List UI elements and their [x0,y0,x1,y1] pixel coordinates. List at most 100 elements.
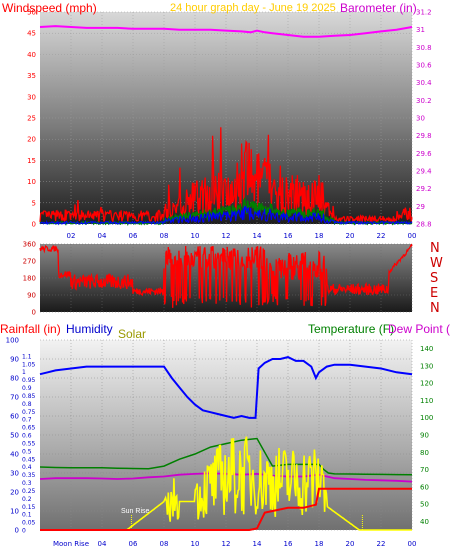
solar-axis-label: Solar [118,327,146,341]
temperature-tick-label: 110 [420,397,433,405]
temperature-tick-label: 80 [420,449,429,457]
panel-2-series [39,243,413,308]
rain-tick-label: 0.7 [22,417,32,424]
barometer-tick-label: 30.8 [416,44,432,52]
humidity-tick-label: 20 [10,489,19,497]
time-tick-label: 08 [160,540,169,547]
humidity-temperature-panel: 010203040506070809010000.050.10.150.20.2… [0,322,450,547]
windspeed-line [39,127,413,225]
temperature-axis-label: Temperature (F) [308,322,394,336]
wind-gust-line [39,205,413,226]
time-tick-label: 22 [377,540,386,547]
compass-label: S [430,271,438,286]
temperature-tick-label: 90 [420,432,429,440]
panel-3-series [39,356,413,531]
temperature-tick-label: 60 [420,483,429,491]
sun-rise-annotation: Sun Rise [121,508,150,515]
time-tick-label: 00 [408,232,417,240]
temperature-tick-label: 140 [420,345,433,353]
temperature-tick-label: 70 [420,466,429,474]
barometer-line [39,25,413,38]
compass-label: N [430,301,440,316]
rain-tick-label: 0.35 [22,472,36,479]
temperature-tick-label: 120 [420,380,433,388]
wind-barometer-panel: 0 5 10 15 20 25 30 35 40 45 50 28.8 29 29.2 29.4 29.6 29… [2,1,432,240]
rain-tick-label: 0.5 [22,448,32,455]
rain-tick-label: 1 [22,369,26,376]
rain-tick-label: 0.55 [22,440,36,447]
barometer-tick-label: 31.2 [416,9,432,17]
rain-tick-label: 0.3 [22,480,32,487]
wind-tick-label: 10 [27,178,36,186]
direction-tick-label: 270 [23,258,36,266]
rain-tick-label: 0 [22,528,26,535]
rain-tick-label: 0.25 [22,488,36,495]
rain-tick-label: 0.15 [22,504,36,511]
wind-tick-label: 30 [27,93,36,101]
rain-tick-label: 0.95 [22,377,36,384]
wind-tick-label: 45 [27,30,36,38]
direction-tick-label: 0 [32,309,36,317]
barometer-tick-label: 29.2 [416,185,432,193]
time-tick-label: 02 [67,232,76,240]
wind-direction-line [39,243,413,308]
time-tick-label: Moon Rise [53,540,89,547]
temperature-tick-label: 40 [420,518,429,526]
humidity-tick-label: 50 [10,432,19,440]
rain-tick-label: 1.05 [22,361,36,368]
rain-tick-label: 1.1 [22,353,32,360]
humidity-line [39,356,413,419]
temperature-line [39,437,413,476]
wind-tick-label: 40 [27,51,36,59]
time-tick-label: 12 [222,540,231,547]
time-tick-label: 10 [191,540,200,547]
compass-label: N [430,241,440,256]
barometer-tick-label: 29.8 [416,132,432,140]
time-tick-label: 20 [346,232,355,240]
rain-tick-label: 0.2 [22,496,32,503]
dewpoint-axis-label: Dew Point ( [388,322,450,336]
humidity-tick-label: 80 [10,375,19,383]
barometer-tick-label: 29.4 [416,168,432,176]
panel-3-ticks: 010203040506070809010000.050.10.150.20.2… [6,337,434,547]
rain-tick-label: 0.75 [22,409,36,416]
humidity-tick-label: 40 [10,451,19,459]
time-tick-label: 12 [222,232,231,240]
time-tick-label: 14 [253,540,262,547]
time-tick-label: 04 [98,232,107,240]
time-tick-label: 22 [377,232,386,240]
panel-1-series [39,25,413,226]
graph-title: 24 hour graph day - June 19 2025 [170,2,336,14]
humidity-tick-label: 0 [15,527,19,535]
wind-tick-label: 0 [32,221,36,229]
rainfall-line [40,487,412,531]
humidity-tick-label: 70 [10,394,19,402]
time-tick-label: 06 [129,232,138,240]
time-tick-label: 14 [253,232,262,240]
rain-tick-label: 0.9 [22,385,32,392]
direction-tick-label: 90 [27,292,36,300]
temperature-tick-label: 130 [420,362,433,370]
time-tick-label: 18 [315,540,324,547]
wind-tick-label: 20 [27,136,36,144]
rain-tick-label: 0.8 [22,401,32,408]
humidity-tick-label: 60 [10,413,19,421]
barometer-axis-label: Barometer (in) [340,1,417,15]
humidity-tick-label: 30 [10,470,19,478]
rain-tick-label: 0.6 [22,433,32,440]
time-tick-label: 20 [346,540,355,547]
barometer-tick-label: 29 [416,203,425,211]
time-tick-label: 18 [315,232,324,240]
barometer-tick-label: 30.6 [416,62,432,70]
humidity-tick-label: 10 [10,508,19,516]
time-tick-label: 16 [284,232,293,240]
panel-1-ticks: 0 5 10 15 20 25 30 35 40 45 50 28.8 29 29.2 29.4 29.6 29… [27,9,432,241]
barometer-tick-label: 31 [416,26,425,34]
rain-tick-label: 0.4 [22,464,32,471]
temperature-tick-label: 100 [420,414,433,422]
wind-tick-label: 15 [27,157,36,165]
wind-tick-label: 50 [27,9,36,17]
